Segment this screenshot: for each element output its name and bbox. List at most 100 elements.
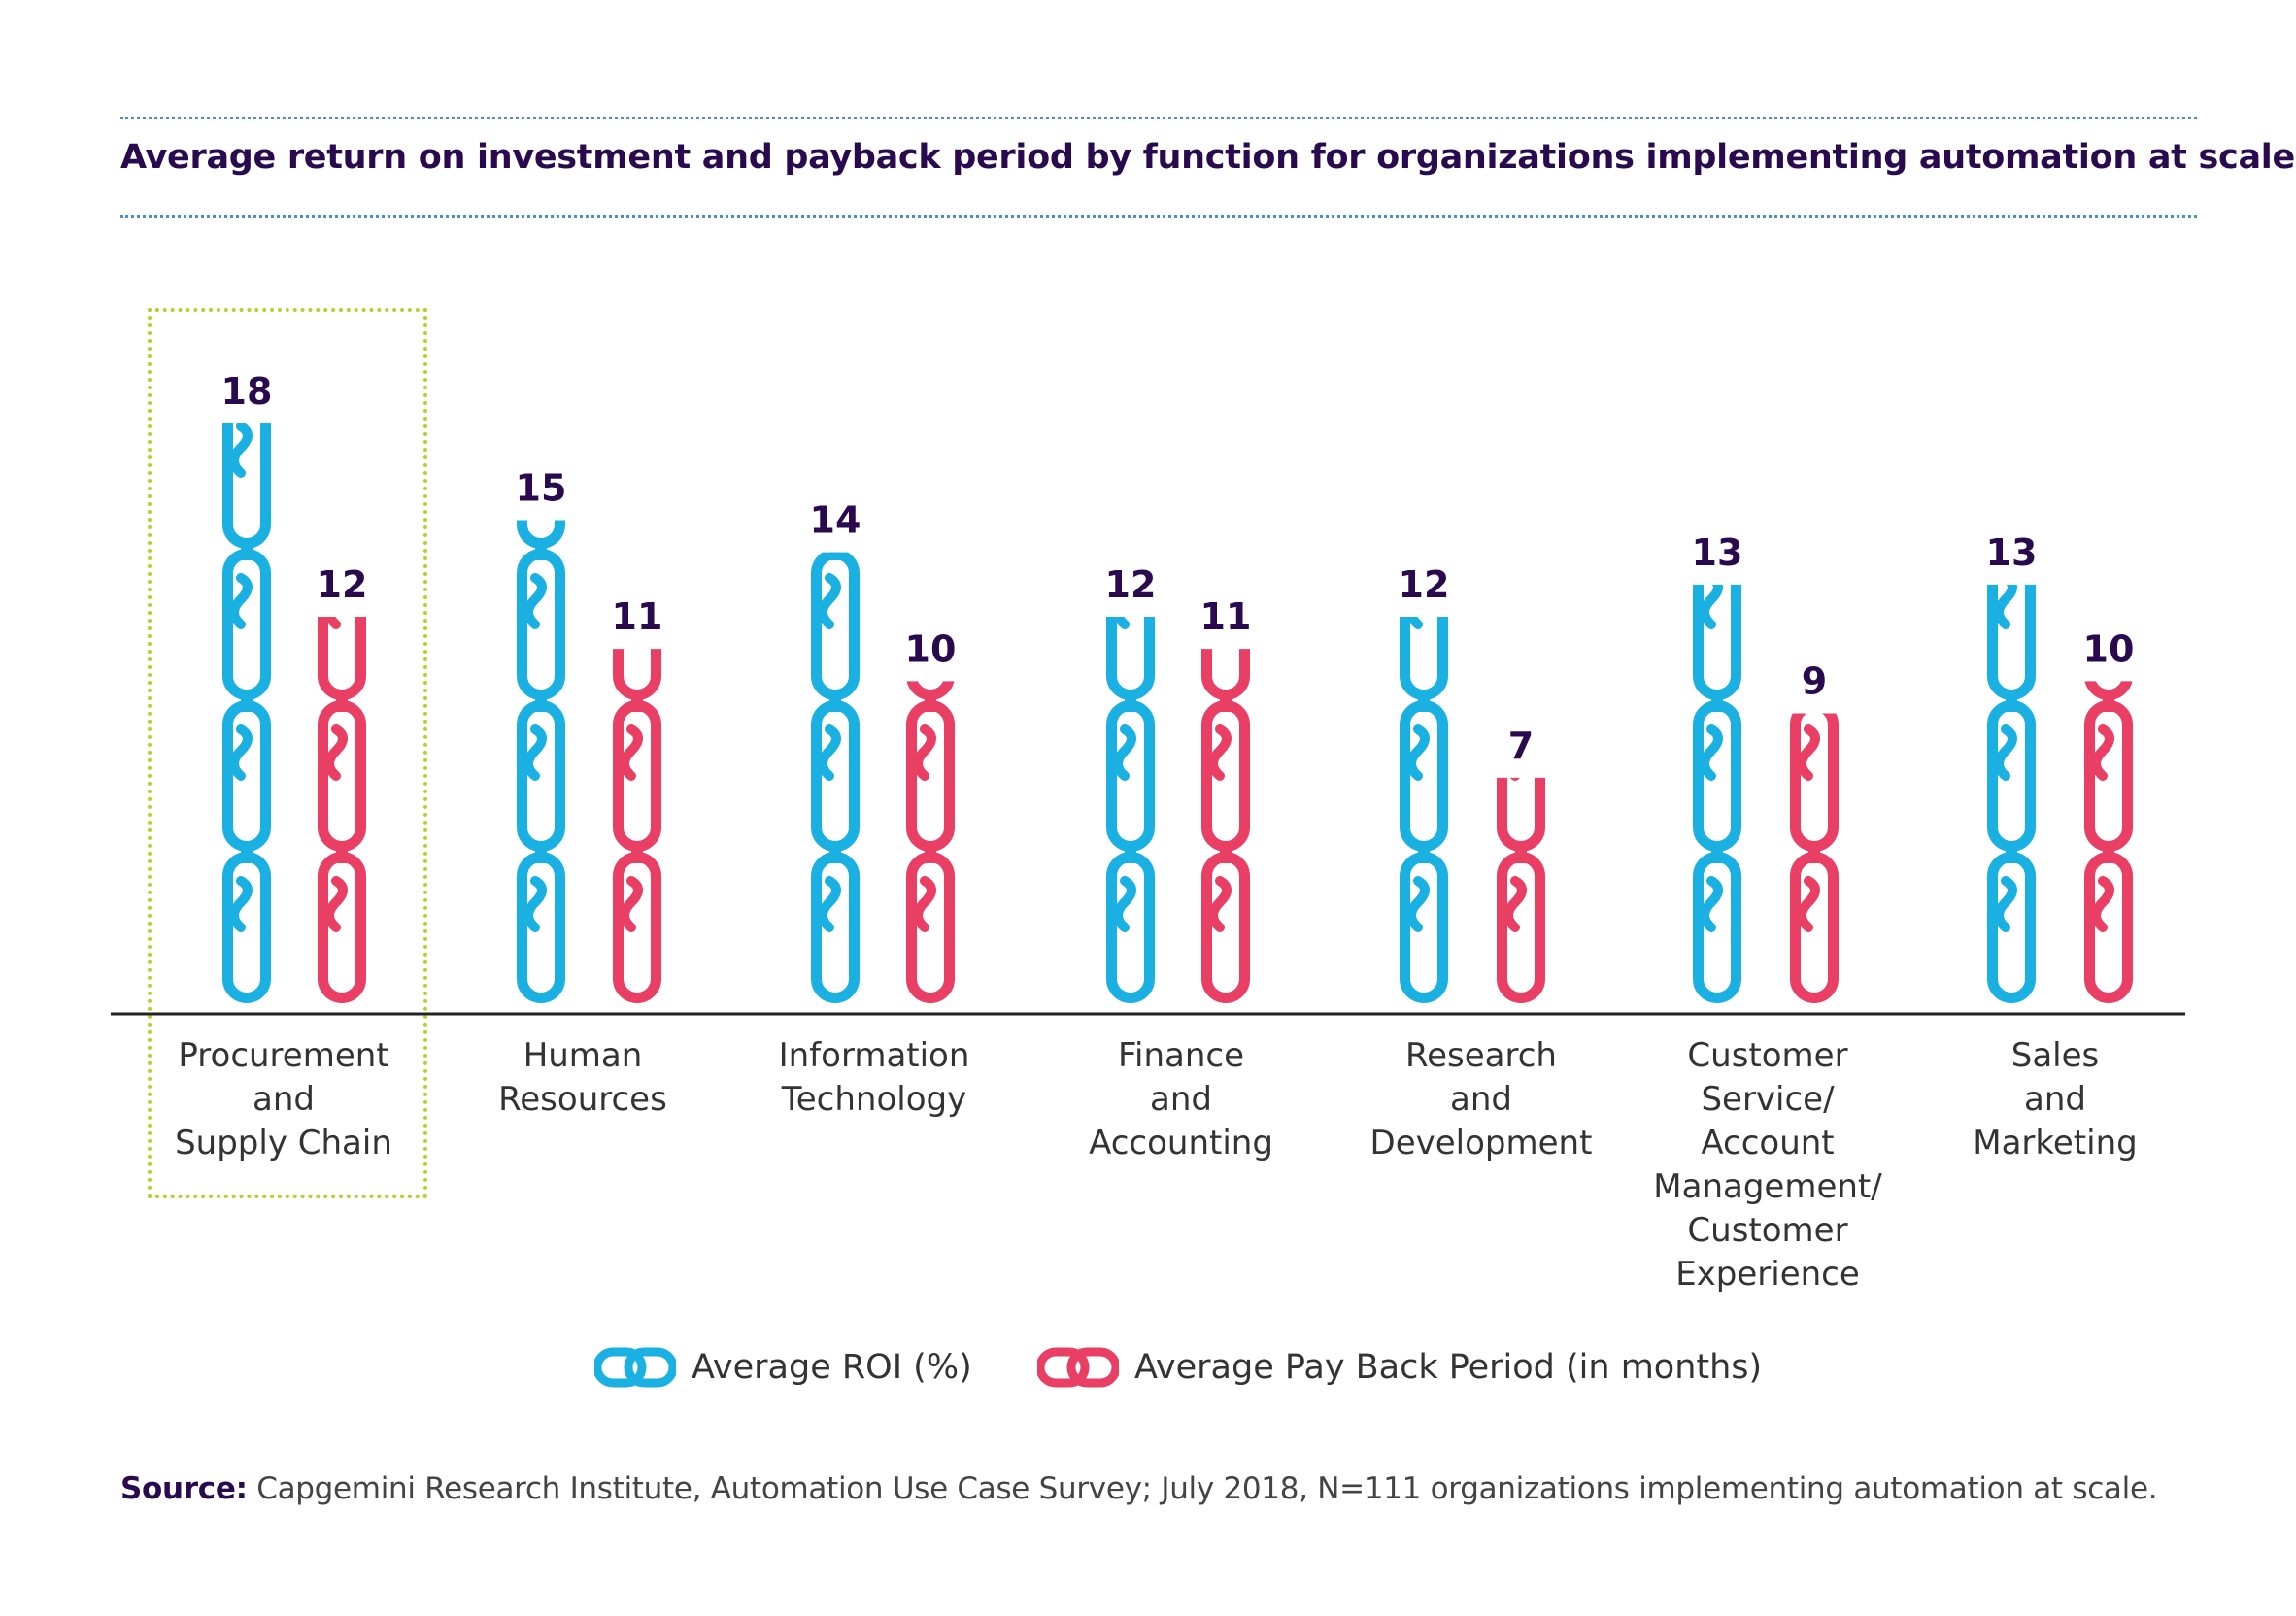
chain-link [222, 852, 271, 1003]
chain-hook [528, 275, 542, 321]
data-label-roi-0: 18 [221, 370, 273, 413]
chain-link [1112, 403, 1150, 544]
highlight-box [148, 308, 427, 1198]
bar-payback-2 [906, 387, 955, 1003]
chain-link [1106, 617, 1155, 700]
chain-joint [631, 539, 643, 560]
category-label-line: and [1450, 1080, 1512, 1119]
category-label-0: Procurement and Supply Chain [175, 1036, 392, 1162]
chain-joint [2006, 387, 2017, 409]
chain-link [1497, 852, 1545, 1003]
data-label-payback-1: 11 [612, 595, 663, 638]
chain-link [1207, 403, 1245, 544]
chain-hook [913, 724, 936, 781]
bar-roi-3 [1106, 403, 1155, 1003]
chain-link [523, 252, 560, 392]
chain-joint [829, 552, 841, 560]
chain-hook [620, 724, 643, 781]
chain-hook [1503, 876, 1527, 932]
category-label-line: Sales [2011, 1036, 2100, 1075]
chain-joint [631, 387, 643, 409]
chain-link [1201, 700, 1250, 852]
chain-link [318, 617, 366, 700]
chain-link [323, 403, 361, 544]
chain-hook [229, 423, 253, 478]
chain-hook [620, 876, 643, 932]
chain-link [1693, 700, 1741, 852]
chain-hook [823, 426, 836, 473]
chain-hook [1113, 617, 1130, 629]
chain-link [811, 700, 860, 852]
chain-hook [234, 275, 248, 321]
chain-hook [1208, 876, 1232, 932]
chain-joint [925, 539, 936, 560]
chain-joint [336, 387, 348, 409]
data-label-roi-6: 13 [1986, 531, 2038, 574]
chain-link [613, 649, 661, 700]
category-label-6: Sales and Marketing [1973, 1036, 2137, 1162]
chain-hook [523, 724, 547, 781]
chain-link [1503, 555, 1540, 695]
chain-hook [329, 426, 343, 473]
title-rule-top [120, 117, 2197, 119]
chain-link [222, 423, 271, 549]
category-label-line: Technology [781, 1080, 966, 1119]
category-label-line: Procurement [178, 1036, 388, 1075]
chain-hook [1508, 578, 1522, 624]
chain-hook [1208, 724, 1232, 781]
chain-hook [818, 876, 841, 932]
data-label-payback-4: 7 [1508, 724, 1534, 767]
chain-hook [2091, 876, 2114, 932]
chain-joint [925, 387, 936, 409]
chain-joint [1515, 690, 1527, 712]
chain-joint [241, 236, 253, 257]
chain-hook [1700, 724, 1723, 781]
chain-link [1693, 584, 1741, 700]
chart-title: Average return on investment and payback… [120, 138, 2295, 177]
category-label-line: Human [523, 1036, 643, 1075]
category-label-line: Customer [1687, 1211, 1847, 1250]
chain-hook [1113, 876, 1136, 932]
bar-roi-2 [811, 426, 860, 1003]
chain-link [906, 852, 955, 1003]
chain-joint [1220, 387, 1232, 409]
chain-hook [1994, 724, 2017, 781]
bar-roi-4 [1400, 617, 1448, 1003]
chain-hook [1700, 876, 1723, 932]
chain-link [517, 852, 565, 1003]
category-label-line: Resources [498, 1080, 667, 1119]
chain-link-icon-roi [594, 1347, 676, 1388]
category-label-line: Customer [1687, 1036, 1847, 1075]
category-label-2: Information Technology [779, 1036, 970, 1119]
category-label-line: and [1150, 1080, 1212, 1119]
category-label-5: Customer Service/Account Management/Custom… [1653, 1036, 1882, 1294]
category-label-line: Supply Chain [175, 1124, 392, 1162]
chain-hook [1700, 584, 1723, 629]
data-label-roi-5: 13 [1692, 531, 1743, 574]
chain-hook [818, 573, 841, 629]
chain-hook [625, 426, 638, 473]
chain-hook [324, 724, 348, 781]
chain-link [318, 700, 366, 852]
chain-hook [523, 876, 547, 932]
chain-hook [1994, 584, 2017, 629]
chain-joint [1220, 539, 1232, 560]
chain-joint [535, 387, 547, 409]
chain-link [1106, 700, 1155, 852]
data-label-roi-2: 14 [810, 499, 861, 542]
chain-hook [913, 876, 936, 932]
bar-payback-6 [2084, 681, 2133, 1003]
bar-payback-1 [613, 387, 661, 1003]
chain-link [1201, 852, 1250, 1003]
chain-joint [1515, 539, 1527, 560]
chain-link [811, 552, 860, 700]
chain-link [1201, 649, 1250, 700]
data-label-roi-1: 15 [516, 467, 567, 510]
chain-link [1699, 403, 1737, 544]
legend-item-roi: Average ROI (%) [594, 1340, 972, 1395]
chain-link [318, 852, 366, 1003]
bar-roi-0 [222, 236, 271, 1003]
source-note: Source: Capgemini Research Institute, Au… [120, 1471, 2158, 1506]
chain-hook [1802, 578, 1815, 624]
